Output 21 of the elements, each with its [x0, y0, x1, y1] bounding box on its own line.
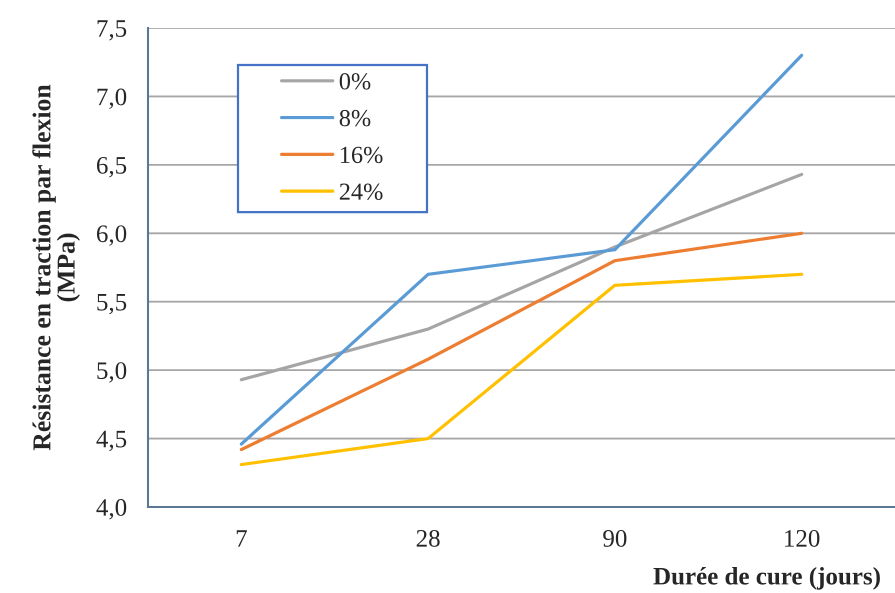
line-series: [240, 54, 804, 446]
y-tick-label: 5,5: [97, 294, 126, 314]
y-tick-label: 4,0: [96, 499, 126, 520]
line-series: [240, 272, 804, 466]
y-tick-label: 7,5: [98, 20, 126, 41]
x-tick-label: 90: [603, 530, 626, 547]
x-axis-title: Durée de cure (jours): [653, 567, 880, 590]
legend-label: 16%: [340, 146, 383, 164]
line-series: [240, 232, 804, 452]
y-tick-label: 5,0: [97, 362, 126, 383]
y-tick-label: 6,5: [96, 156, 126, 178]
x-tick-label: 120: [785, 530, 820, 547]
y-tick-label: 6,0: [96, 225, 126, 246]
y-tick-label: 7,0: [98, 88, 126, 109]
legend-label: 0%: [340, 73, 370, 90]
y-tick-label: 4,5: [96, 430, 126, 452]
x-tick-label: 28: [416, 530, 440, 547]
legend-label: 24%: [340, 183, 383, 200]
y-axis-title: Résistance en traction par flexion (MPa): [32, 84, 80, 450]
legend-label: 8%: [340, 110, 370, 126]
x-tick-label: 7: [236, 530, 247, 547]
